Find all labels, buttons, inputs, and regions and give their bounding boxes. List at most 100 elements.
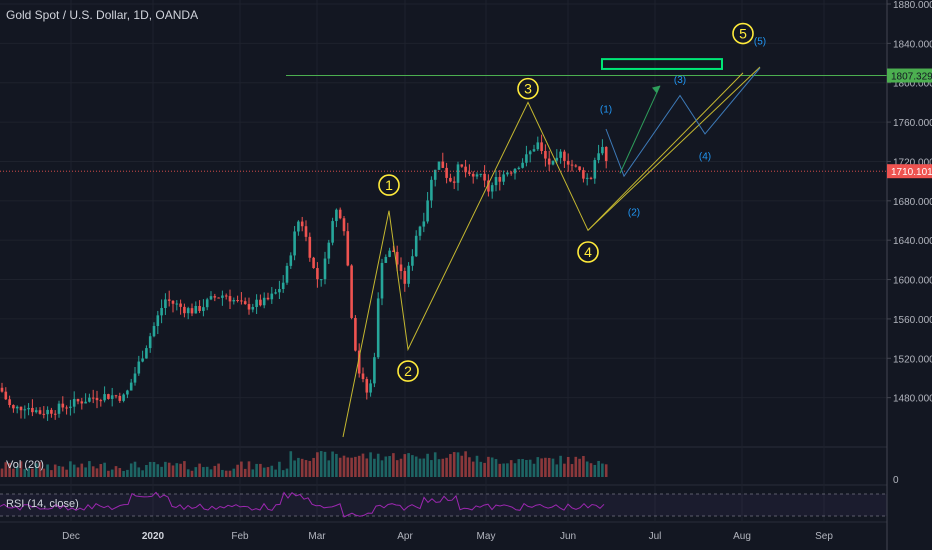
volume-bar: [76, 467, 80, 477]
volume-bar: [23, 469, 27, 477]
candle-body: [441, 161, 445, 168]
volume-bar: [38, 461, 42, 477]
volume-bar: [456, 452, 460, 477]
candle-body: [494, 177, 498, 186]
candle-body: [91, 397, 95, 399]
target-zone: [601, 58, 723, 70]
candle-body: [513, 168, 517, 174]
volume-bar: [525, 459, 528, 477]
candle-body: [262, 297, 266, 306]
volume-bar: [365, 458, 369, 477]
candle-body: [72, 398, 76, 407]
y-tick-label: 1640.000: [893, 236, 932, 247]
candle-body: [57, 403, 61, 414]
candle-body: [475, 174, 479, 177]
candle-body: [566, 160, 570, 165]
x-tick-label: Mar: [308, 531, 326, 542]
candle-body: [133, 373, 137, 383]
volume-bar: [42, 468, 46, 477]
candle-body: [99, 400, 103, 402]
volume-bar: [513, 463, 517, 477]
candle-body: [479, 173, 483, 175]
volume-bar: [80, 463, 84, 477]
volume-bar: [319, 451, 323, 477]
candle-body: [392, 250, 395, 252]
candle-body: [221, 295, 224, 298]
candle-body: [232, 300, 236, 302]
candle-body: [15, 406, 19, 409]
volume-bar: [247, 461, 251, 477]
candle-body: [342, 218, 346, 232]
volume-bar: [148, 461, 152, 477]
candle-body: [555, 157, 559, 161]
volume-bar: [395, 460, 399, 477]
candle-body: [395, 251, 399, 265]
volume-bar: [308, 460, 312, 477]
candle-body: [266, 297, 270, 300]
wave-minor-label: (5): [754, 36, 766, 47]
candle-body: [259, 299, 262, 306]
volume-bar: [509, 460, 513, 477]
volume-bar: [342, 455, 346, 477]
y-tick-label: 1520.000: [893, 354, 932, 365]
rsi-line: [0, 491, 605, 518]
volume-bar: [266, 467, 270, 477]
candle-body: [547, 158, 551, 165]
wave-minor-label: (4): [699, 152, 711, 163]
volume-bar: [8, 463, 11, 477]
volume-bar: [449, 454, 452, 477]
candle-body: [487, 180, 490, 192]
candle-body: [84, 401, 87, 404]
volume-bar: [183, 461, 186, 477]
candle-body: [183, 306, 186, 314]
candle-body: [42, 413, 46, 415]
volume-bar: [19, 461, 23, 477]
candle-body: [270, 293, 274, 300]
candle-body: [304, 226, 308, 237]
volume-bar: [369, 452, 372, 477]
volume-bar: [103, 462, 106, 477]
volume-bar: [331, 451, 334, 477]
candle-body: [194, 305, 198, 314]
candle-body: [582, 170, 585, 179]
candle-body: [205, 299, 209, 308]
volume-bar: [145, 464, 148, 477]
candle-body: [426, 200, 429, 222]
volume-bar: [532, 463, 536, 477]
volume-bar: [521, 458, 524, 477]
candle-body: [88, 397, 91, 402]
candle-body: [38, 410, 42, 414]
grid: [0, 0, 887, 523]
candles: [0, 134, 608, 421]
candle-body: [152, 326, 156, 337]
volume-bar: [471, 461, 475, 477]
candle-body: [240, 300, 243, 302]
volume-bar: [293, 460, 296, 477]
candle-body: [418, 226, 422, 236]
volume-axis-label: 0: [893, 475, 899, 486]
volume-bar: [34, 463, 38, 477]
candle-body: [213, 296, 217, 298]
x-tick-label: Jul: [649, 531, 662, 542]
y-tick-label: 1800.000: [893, 79, 932, 90]
candle-body: [536, 142, 540, 150]
volume-bar: [243, 468, 247, 477]
wave-label-2: 2: [404, 363, 412, 379]
volume-bar: [380, 460, 384, 477]
candle-body: [532, 149, 536, 152]
candle-body: [236, 300, 239, 302]
volume-bar: [126, 469, 129, 477]
candle-body: [331, 221, 334, 243]
volume-bar: [445, 457, 448, 477]
candle-body: [34, 410, 38, 413]
x-tick-label: Dec: [62, 531, 80, 542]
volume-bar: [46, 464, 49, 477]
volume-bar: [259, 463, 262, 477]
volume-bar: [84, 467, 87, 477]
candle-body: [190, 308, 194, 314]
volume-bar: [72, 464, 76, 477]
volume-bar: [547, 457, 551, 477]
volume-bar: [555, 464, 559, 477]
volume-bar: [160, 466, 163, 477]
